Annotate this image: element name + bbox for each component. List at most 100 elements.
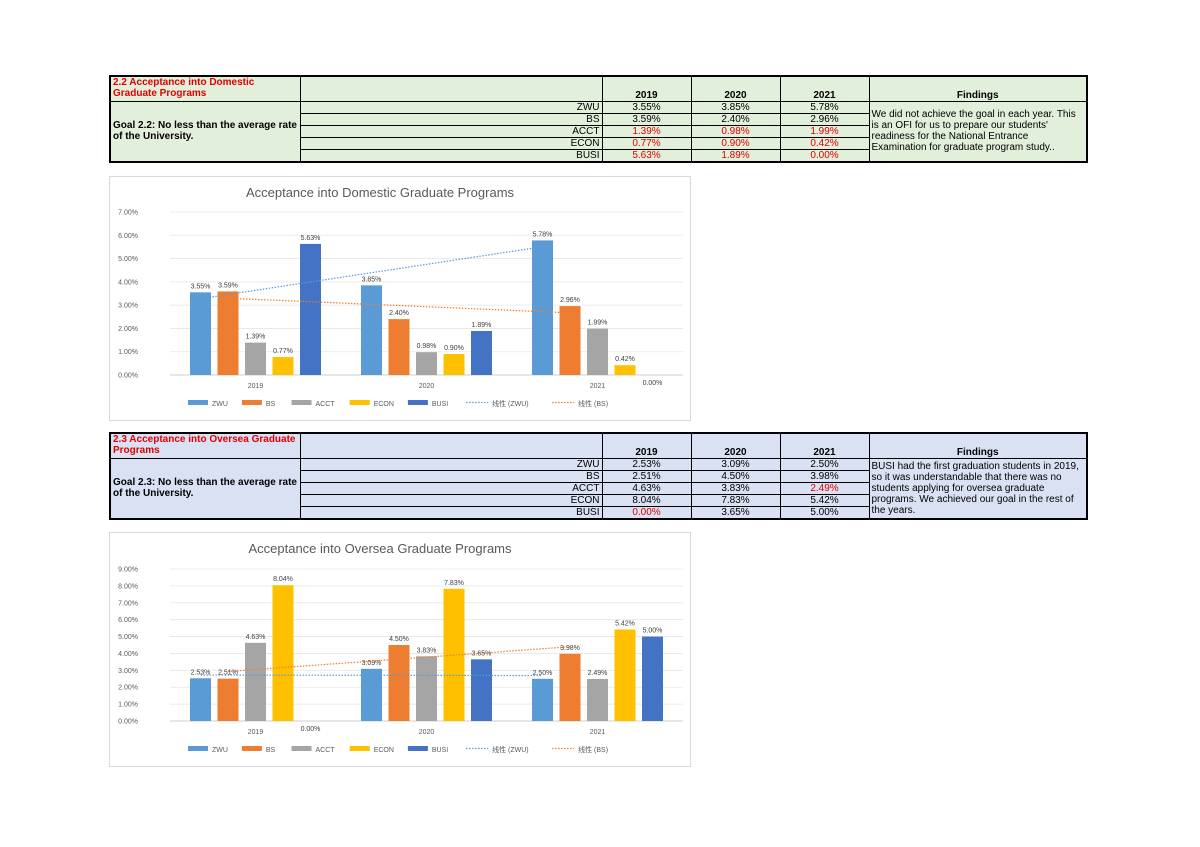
bar-busi: [471, 659, 492, 721]
value-cell: 2.40%: [690, 112, 781, 126]
data-label: 5.78%: [533, 231, 553, 238]
legend-label: 线性 (ZWU): [492, 399, 529, 408]
legend-label: BUSI: [432, 747, 448, 754]
data-label: 2.51%: [218, 670, 238, 677]
bar-bs: [388, 645, 410, 721]
legend-swatch-zwu: [188, 400, 208, 405]
legend-label: BS: [266, 747, 276, 754]
year-header: 2020: [690, 432, 781, 459]
value-cell: 3.09%: [690, 457, 781, 471]
data-label: 2.53%: [191, 669, 211, 676]
value-cell: 3.83%: [690, 481, 781, 495]
bar-zwu: [532, 678, 553, 721]
value-cell: 2.50%: [779, 457, 870, 471]
bar-zwu: [361, 668, 382, 721]
value-cell: 5.63%: [601, 148, 692, 162]
legend-label: ZWU: [212, 747, 228, 754]
legend-label: ECON: [374, 401, 394, 408]
value-cell: 5.78%: [779, 100, 870, 114]
bar-econ: [614, 629, 636, 721]
legend-label: ECON: [374, 747, 394, 754]
category-label: 2021: [590, 383, 606, 390]
domestic-goal-table: 2.2 Acceptance into Domestic Graduate Pr…: [109, 75, 1088, 163]
value-cell: 5.42%: [779, 493, 870, 507]
data-label: 0.00%: [643, 380, 663, 387]
year-header: 2021: [779, 75, 870, 102]
legend-swatch-busi: [407, 400, 428, 405]
row-label: ECON: [299, 493, 603, 507]
value-cell: 2.53%: [601, 457, 692, 471]
row-label: BS: [299, 469, 603, 483]
y-tick-label: 0.00%: [118, 719, 138, 726]
bar-zwu: [190, 292, 211, 375]
trendline-bs: [227, 297, 571, 314]
y-tick-label: 9.00%: [118, 567, 138, 574]
y-tick-label: 5.00%: [118, 634, 138, 641]
legend-label: BS: [266, 401, 276, 408]
value-cell: 3.59%: [601, 112, 692, 126]
category-label: 2021: [590, 729, 606, 736]
legend-label: 线性 (BS): [578, 399, 608, 408]
bar-zwu: [190, 678, 211, 721]
data-label: 2.50%: [533, 670, 553, 677]
bar-busi: [642, 636, 663, 721]
value-cell: 4.50%: [690, 469, 781, 483]
bar-acct: [416, 352, 437, 375]
year-header: 2021: [779, 432, 870, 459]
bar-zwu: [361, 285, 382, 375]
row-label: ACCT: [299, 481, 603, 495]
legend-swatch-econ: [349, 746, 370, 751]
legend-label: ACCT: [316, 747, 336, 754]
legend-label: ZWU: [212, 401, 228, 408]
legend-label: 线性 (BS): [578, 745, 608, 754]
data-label: 4.63%: [246, 634, 266, 641]
bar-busi: [300, 243, 321, 375]
bar-bs: [559, 653, 581, 721]
value-cell: 1.99%: [779, 124, 870, 138]
chart-title: Acceptance into Oversea Graduate Program…: [248, 541, 512, 556]
legend-swatch-zwu: [188, 746, 208, 751]
bar-zwu: [532, 240, 553, 375]
bar-bs: [559, 306, 581, 375]
findings-header: Findings: [868, 75, 1088, 102]
y-tick-label: 3.00%: [118, 303, 138, 310]
data-label: 1.99%: [588, 320, 608, 327]
category-label: 2020: [419, 383, 435, 390]
bar-bs: [217, 291, 239, 375]
bar-econ: [443, 588, 465, 721]
bar-bs: [388, 319, 410, 375]
value-cell: 3.65%: [690, 505, 781, 519]
value-cell: 2.49%: [779, 481, 870, 495]
data-label: 0.98%: [417, 343, 437, 350]
goal-text: Goal 2.2: No less than the average rate …: [109, 100, 301, 162]
y-tick-label: 4.00%: [118, 279, 138, 286]
row-label: BS: [299, 112, 603, 126]
data-label: 7.83%: [444, 580, 464, 587]
data-label: 3.59%: [218, 282, 238, 289]
section-title: 2.3 Acceptance into Oversea Graduate Pro…: [109, 432, 301, 459]
y-tick-label: 1.00%: [118, 702, 138, 709]
data-label: 3.09%: [362, 660, 382, 667]
row-label: BUSI: [299, 505, 603, 519]
data-label: 2.49%: [588, 670, 608, 677]
category-label: 2020: [419, 729, 435, 736]
data-label: 1.39%: [246, 334, 266, 341]
value-cell: 2.51%: [601, 469, 692, 483]
data-label: 0.00%: [301, 726, 321, 733]
y-tick-label: 1.00%: [118, 349, 138, 356]
bar-acct: [416, 656, 437, 721]
year-header: 2019: [601, 75, 692, 102]
y-tick-label: 8.00%: [118, 583, 138, 590]
trendline-bs: [227, 646, 571, 673]
row-label: ACCT: [299, 124, 603, 138]
data-label: 5.63%: [301, 235, 321, 242]
bar-acct: [245, 342, 266, 375]
data-label: 0.90%: [444, 345, 464, 352]
trendline-zwu: [200, 246, 543, 300]
data-label: 2.40%: [389, 310, 409, 317]
value-cell: 0.00%: [779, 148, 870, 162]
bar-acct: [587, 328, 608, 375]
value-cell: 7.83%: [690, 493, 781, 507]
value-cell: 2.96%: [779, 112, 870, 126]
legend-swatch-bs: [241, 746, 262, 751]
